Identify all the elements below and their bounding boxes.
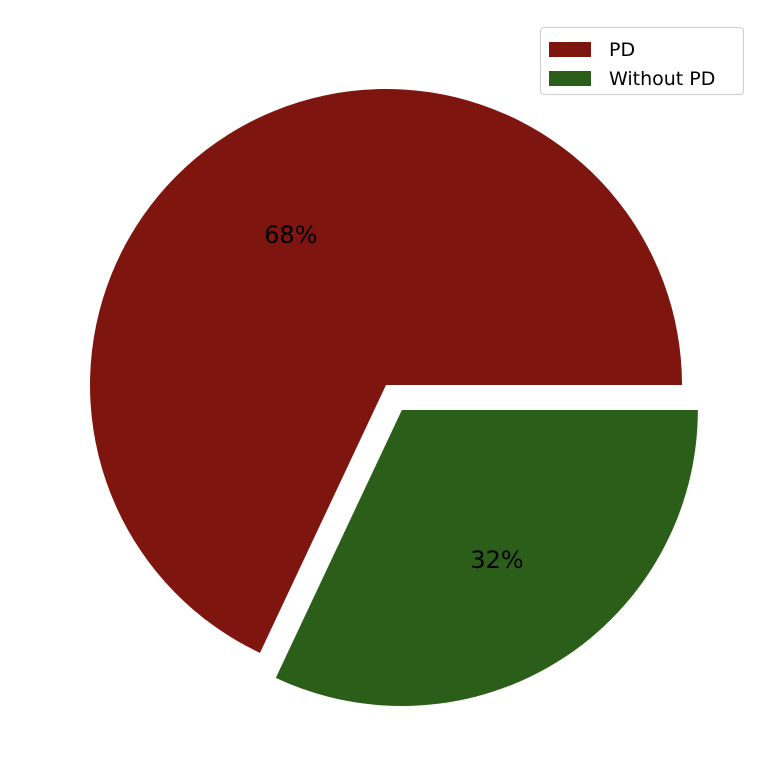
pie-pct-label-without-pd: 32% [470,546,523,574]
legend-item-without-pd: Without PD [549,65,735,92]
legend-label-pd: PD [609,38,636,61]
pie-percent-labels: 68% 32% [264,221,524,574]
pie-slices [89,88,698,706]
pie-pct-label-pd: 68% [264,221,317,249]
legend-item-pd: PD [549,36,735,63]
legend: PD Without PD [540,27,744,95]
legend-swatch-pd [549,42,591,57]
pie-slice-without-pd [275,409,698,706]
pie-slice-pd [89,88,682,653]
legend-swatch-without-pd [549,71,591,86]
legend-label-without-pd: Without PD [609,67,716,90]
